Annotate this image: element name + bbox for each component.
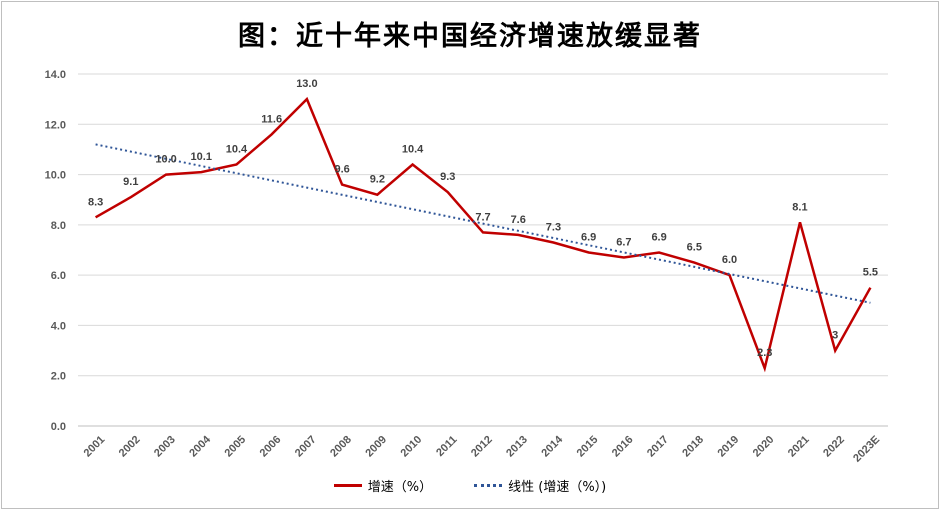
data-label: 9.6 xyxy=(334,164,349,176)
y-tick-label: 4.0 xyxy=(51,320,66,332)
x-tick-label: 2009 xyxy=(363,434,389,460)
y-tick-label: 8.0 xyxy=(51,220,66,232)
legend-item-growth: 增速（%） xyxy=(333,476,433,495)
x-tick-label: 2015 xyxy=(575,434,601,460)
data-label: 9.2 xyxy=(370,174,385,186)
x-tick-label: 2013 xyxy=(504,434,530,460)
data-label: 6.0 xyxy=(722,254,737,266)
x-tick-label: 2010 xyxy=(399,434,425,460)
data-label: 11.6 xyxy=(261,113,282,125)
trendline xyxy=(95,143,871,304)
data-label: 10.4 xyxy=(226,144,248,156)
y-tick-label: 0.0 xyxy=(51,421,66,433)
data-label: 10.4 xyxy=(402,144,424,156)
x-tick-label: 2021 xyxy=(786,434,812,460)
x-tick-label: 2022 xyxy=(821,434,847,460)
x-tick-label: 2007 xyxy=(293,434,319,460)
legend-label-trendline: 线性 (增速（%）) xyxy=(508,480,607,495)
x-tick-label: 2018 xyxy=(680,434,706,460)
x-tick-label: 2006 xyxy=(258,434,284,460)
x-tick-label: 2014 xyxy=(539,433,565,459)
x-tick-label: 2020 xyxy=(751,434,777,460)
x-tick-label: 2008 xyxy=(328,434,354,460)
x-tick-label: 2002 xyxy=(117,434,143,460)
data-label: 7.7 xyxy=(475,211,490,223)
x-tick-label: 2001 xyxy=(82,434,108,460)
y-tick-label: 6.0 xyxy=(51,270,66,282)
series-line-growth xyxy=(94,96,872,373)
y-tick-label: 2.0 xyxy=(51,371,66,383)
x-tick-label: 2011 xyxy=(434,434,459,459)
legend-label-growth: 增速（%） xyxy=(367,480,433,495)
data-label: 7.6 xyxy=(511,214,526,226)
data-label: 8.1 xyxy=(792,201,807,213)
x-tick-label: 2003 xyxy=(152,434,178,460)
data-label: 6.5 xyxy=(687,242,702,254)
x-tick-label: 2023E xyxy=(851,434,882,465)
x-tick-label: 2019 xyxy=(716,434,742,460)
data-label: 9.3 xyxy=(440,171,455,183)
data-label: 6.9 xyxy=(581,232,596,244)
chart-title: 图：近十年来中国经济增速放缓显著 xyxy=(238,21,702,52)
data-label: 10.1 xyxy=(191,151,212,163)
data-label: 3 xyxy=(832,330,838,342)
x-tick-label: 2005 xyxy=(222,434,248,460)
data-label: 6.7 xyxy=(616,237,631,249)
data-label: 2.3 xyxy=(757,347,772,359)
x-tick-label: 2017 xyxy=(645,434,671,460)
data-label: 13.0 xyxy=(296,78,317,90)
data-label: 9.1 xyxy=(123,176,138,188)
data-label: 5.5 xyxy=(863,267,878,279)
y-tick-label: 14.0 xyxy=(45,69,66,81)
x-tick-label: 2012 xyxy=(469,434,495,460)
data-label: 8.3 xyxy=(88,196,103,208)
y-tick-label: 10.0 xyxy=(45,170,66,182)
legend-item-trendline: 线性 (增速（%）) xyxy=(474,476,606,495)
legend: 增速（%） 线性 (增速（%）) xyxy=(0,476,940,495)
x-tick-label: 2016 xyxy=(610,434,636,460)
legend-swatch-trendline xyxy=(474,484,503,487)
legend-swatch-growth xyxy=(333,484,362,487)
data-label: 10.0 xyxy=(155,154,176,166)
y-tick-label: 12.0 xyxy=(45,119,66,131)
data-label: 6.9 xyxy=(651,232,666,244)
data-label: 7.3 xyxy=(546,221,561,233)
x-tick-label: 2004 xyxy=(187,433,213,459)
